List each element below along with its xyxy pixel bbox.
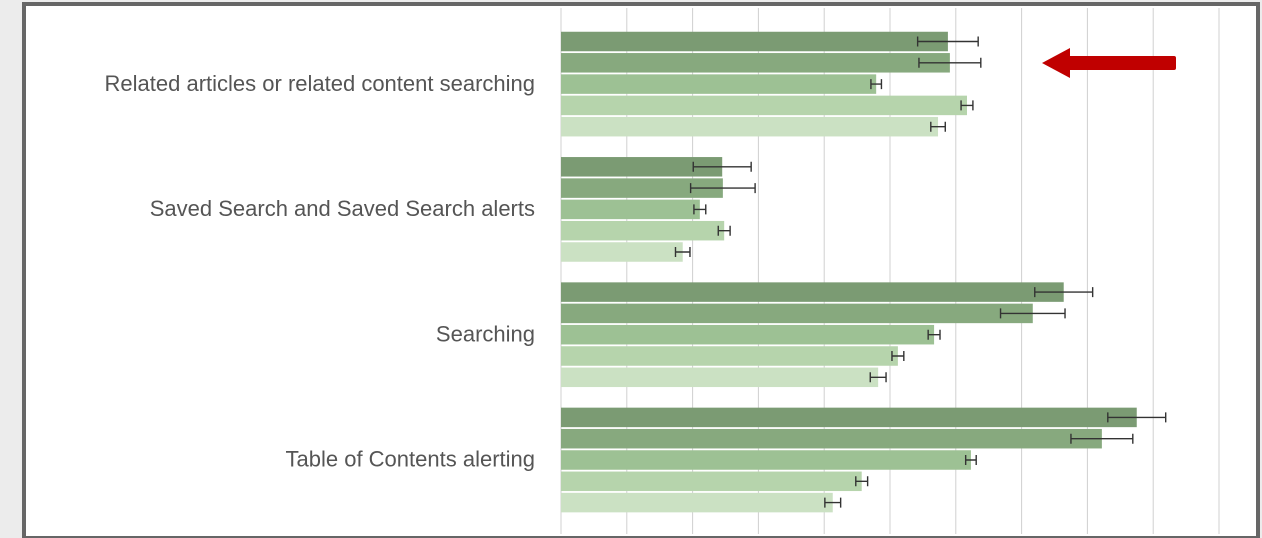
error-bar — [674, 247, 691, 257]
error-bar — [692, 161, 752, 172]
error-bar — [869, 372, 887, 383]
bar — [561, 492, 833, 513]
bar — [561, 178, 723, 198]
bar — [561, 407, 1137, 428]
bar — [561, 74, 877, 94]
error-bar — [693, 204, 707, 215]
error-bar — [824, 497, 842, 508]
error-bar — [1034, 287, 1094, 298]
category-label: Saved Search and Saved Search alerts — [150, 196, 535, 221]
category-label: Related articles or related content sear… — [105, 71, 535, 96]
bar — [561, 95, 967, 116]
plot-area: Related articles or related content sear… — [105, 8, 1220, 534]
bar — [561, 282, 1064, 302]
bar — [561, 471, 862, 492]
error-bar — [999, 308, 1066, 319]
category-label: Searching — [436, 321, 535, 346]
error-bar — [717, 225, 731, 236]
error-bar — [964, 455, 977, 465]
error-bar — [1107, 412, 1167, 423]
error-bar — [960, 100, 974, 111]
bar — [561, 242, 683, 262]
bar — [561, 116, 939, 137]
bar — [561, 324, 935, 345]
error-bar — [916, 36, 979, 47]
arrow — [1042, 48, 1176, 78]
bar — [561, 303, 1033, 324]
error-bar — [689, 183, 756, 194]
bar — [561, 428, 1102, 449]
bar — [561, 31, 948, 52]
error-bar — [918, 57, 982, 68]
category-label: Table of Contents alerting — [286, 447, 536, 472]
error-bar — [927, 329, 941, 340]
bar — [561, 220, 725, 241]
bar — [561, 199, 700, 220]
error-bar — [1070, 433, 1134, 444]
error-bar — [855, 476, 869, 487]
bar — [561, 53, 950, 73]
error-bar — [930, 121, 946, 132]
bar — [561, 450, 971, 470]
error-bar — [870, 79, 883, 90]
bar — [561, 157, 723, 177]
bar — [561, 346, 898, 366]
bar — [561, 367, 879, 388]
error-bar — [891, 351, 905, 361]
